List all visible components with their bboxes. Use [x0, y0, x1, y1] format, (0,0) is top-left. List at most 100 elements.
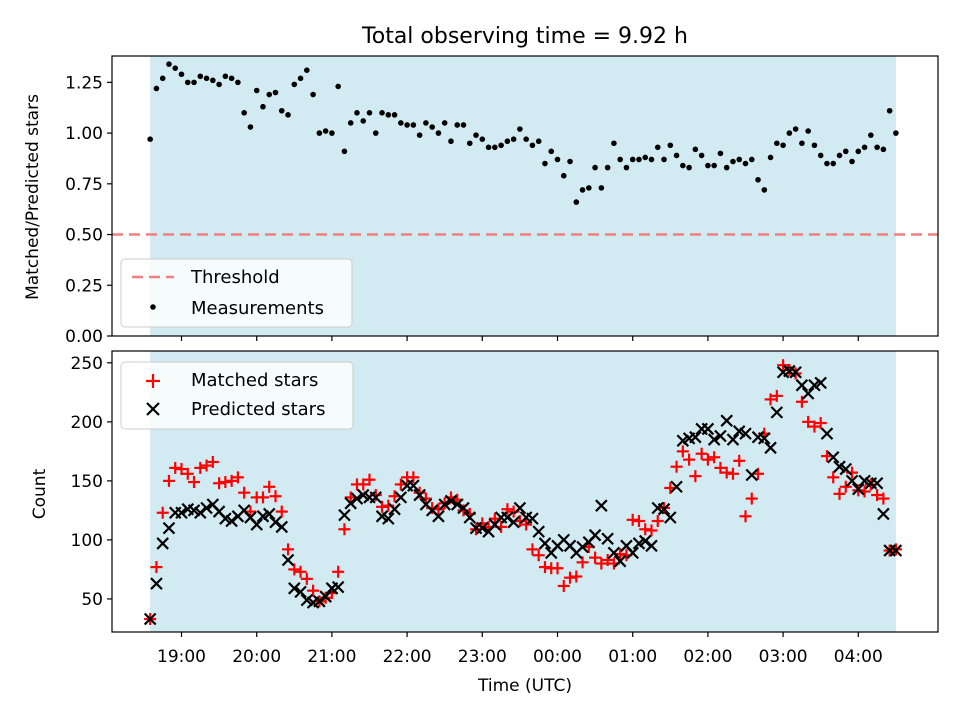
measurement-point: [592, 164, 598, 171]
measurement-point: [774, 140, 780, 147]
legend-predicted-label: Predicted stars: [191, 399, 325, 420]
measurement-point: [755, 176, 761, 183]
measurement-point: [278, 107, 285, 114]
measurement-point: [203, 75, 210, 82]
predicted-mark-b: [356, 488, 370, 502]
top-x-axis-ticks: [180, 336, 859, 341]
measurement-point: [166, 61, 172, 67]
predicted-mark-b: [419, 498, 433, 511]
predicted-star-point: [350, 492, 364, 505]
measurement-point: [886, 107, 893, 114]
x-tick-label: 03:00: [759, 647, 808, 667]
predicted-mark-b: [751, 430, 765, 444]
measurement-point: [235, 79, 241, 86]
measurement-point: [335, 83, 341, 90]
predicted-star-point: [626, 546, 639, 560]
measurement-point: [548, 148, 555, 155]
predicted-mark-b: [620, 539, 633, 553]
predicted-star-point: [758, 432, 771, 445]
measurement-point: [598, 185, 605, 191]
measurement-point: [222, 73, 229, 80]
measurement-point: [811, 142, 818, 149]
predicted-mark-b: [212, 505, 226, 518]
predicted-star-point: [870, 476, 884, 490]
predicted-star-point: [294, 585, 307, 599]
matched-star-point: [200, 459, 213, 472]
measurement-point: [560, 172, 567, 179]
matched-star-point: [639, 523, 652, 536]
matched-star-point: [683, 453, 696, 466]
measurement-point: [385, 112, 392, 118]
predicted-star-point: [689, 430, 702, 444]
predicted-star-point: [150, 577, 163, 590]
matched-star-point: [839, 480, 852, 493]
measurement-point: [893, 130, 899, 136]
predicted-mark-b: [764, 441, 777, 455]
predicted-mark-b: [645, 539, 658, 553]
predicted-mark-b: [877, 507, 890, 521]
matched-star-point: [532, 549, 545, 562]
measurement-point: [216, 81, 222, 88]
predicted-mark-b: [331, 580, 345, 594]
matched-star-point: [777, 359, 790, 372]
measurement-point: [786, 130, 793, 136]
bottom-y-axis-label: Count: [30, 468, 50, 519]
measurement-point: [466, 140, 473, 147]
matched-star-point: [745, 492, 758, 505]
y-tick-label: 200: [71, 413, 103, 433]
predicted-mark-b: [726, 433, 740, 446]
predicted-mark-b: [206, 498, 220, 511]
measurement-point: [153, 85, 160, 92]
predicted-mark-b: [187, 504, 201, 517]
predicted-star-point: [814, 376, 827, 390]
matched-star-point: [288, 563, 301, 576]
matched-star-point: [526, 543, 539, 556]
measurement-point: [567, 158, 573, 165]
measurement-point: [479, 136, 486, 142]
measurement-point: [861, 144, 868, 151]
predicted-mark-b: [651, 501, 665, 515]
x-tick-label: 01:00: [608, 647, 657, 667]
predicted-mark-b: [375, 510, 389, 523]
measurement-point: [435, 130, 442, 136]
predicted-star-point: [645, 539, 658, 553]
measurement-point: [529, 142, 536, 149]
predicted-star-point: [407, 479, 420, 492]
measurement-point: [266, 91, 273, 98]
measurement-point: [723, 164, 730, 171]
bottom-x-axis-ticks: 19:00 20:00 21:00 22:00 23:00 00:00 01:00 02:00…: [157, 632, 883, 667]
predicted-mark-b: [833, 460, 846, 473]
predicted-mark-b: [463, 511, 477, 524]
measurement-point: [711, 162, 717, 169]
predicted-mark-b: [689, 430, 702, 444]
measurement-point: [661, 156, 667, 163]
measurement-point: [542, 160, 548, 167]
matched-star-point: [338, 523, 351, 536]
matched-star-point: [651, 515, 664, 528]
measurement-point: [272, 89, 279, 96]
predicted-star-point: [507, 515, 520, 529]
matched-star-point: [814, 417, 827, 430]
predicted-star-point: [532, 525, 545, 538]
predicted-mark-b: [219, 512, 232, 525]
matched-star-point: [733, 454, 746, 467]
matched-star-point: [520, 518, 533, 531]
y-tick-label: 50: [81, 590, 103, 610]
matched-star-point: [376, 500, 389, 513]
predicted-mark-b: [664, 511, 677, 524]
measurement-point: [473, 132, 479, 138]
predicted-mark-b: [162, 521, 176, 535]
measurement-point: [698, 152, 705, 159]
measurement-point: [354, 110, 360, 116]
predicted-star-point: [701, 422, 715, 436]
predicted-mark-b: [237, 504, 251, 517]
predicted-mark-b: [519, 511, 533, 524]
matched-star-point: [181, 467, 194, 480]
predicted-star-point: [877, 507, 890, 521]
predicted-mark-b: [338, 508, 351, 522]
measurement-point: [654, 144, 661, 151]
top-y-axis-ticks: 0.00 0.25 0.50 0.75 1.00 1.25: [65, 73, 112, 347]
predicted-star-point: [388, 502, 401, 516]
measurement-point: [855, 148, 862, 155]
x-tick-label: 19:00: [157, 647, 206, 667]
